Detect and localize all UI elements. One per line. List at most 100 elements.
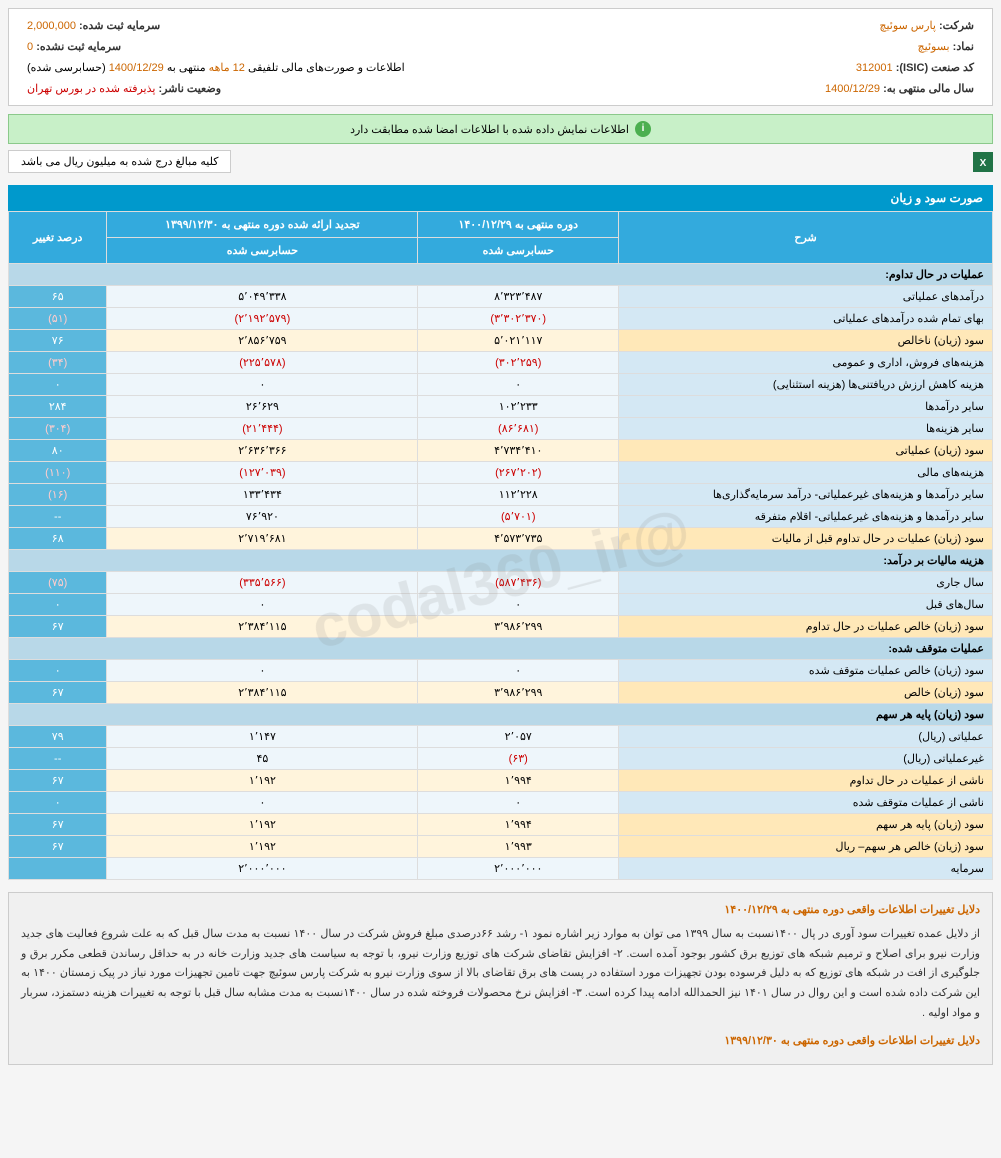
- row-pct-change: ۰: [9, 374, 107, 396]
- table-row: سود (زیان) خالص عملیات متوقف شده۰۰۰: [9, 660, 993, 682]
- table-row: سایر درآمدها۱۰۲٬۲۳۳۲۶٬۶۲۹۲۸۴: [9, 396, 993, 418]
- note-row: X کلیه مبالغ درج شده به میلیون ریال می ب…: [8, 150, 993, 173]
- row-pct-change: ۰: [9, 792, 107, 814]
- table-row: سال‌های قبل۰۰۰: [9, 594, 993, 616]
- table-row: هزینه‌های فروش، اداری و عمومی(۳۰۲٬۲۵۹)(۲…: [9, 352, 993, 374]
- row-value-current: ۵٬۰۲۱٬۱۱۷: [418, 330, 619, 352]
- row-value-current: ۱٬۹۹۴: [418, 814, 619, 836]
- row-value-prior: ۲٬۸۵۶٬۷۵۹: [107, 330, 418, 352]
- row-value-prior: ۰: [107, 594, 418, 616]
- table-row: سود (زیان) ناخالص۵٬۰۲۱٬۱۱۷۲٬۸۵۶٬۷۵۹۷۶: [9, 330, 993, 352]
- row-label: سود (زیان) عملیاتی: [619, 440, 993, 462]
- table-row: هزینه‌های مالی(۲۶۷٬۲۰۲)(۱۲۷٬۰۳۹)(۱۱۰): [9, 462, 993, 484]
- row-value-prior: ۲٬۳۸۴٬۱۱۵: [107, 616, 418, 638]
- table-row: ناشی از عملیات متوقف شده۰۰۰: [9, 792, 993, 814]
- status-bar: i اطلاعات نمایش داده شده با اطلاعات امضا…: [8, 114, 993, 144]
- row-label: سود (زیان) خالص هر سهم– ریال: [619, 836, 993, 858]
- row-value-prior: ۱٬۱۹۲: [107, 836, 418, 858]
- row-value-prior: (۲٬۱۹۲٬۵۷۹): [107, 308, 418, 330]
- isic-value: 312001: [856, 62, 893, 74]
- row-value-current: ۴٬۵۷۳٬۷۳۵: [418, 528, 619, 550]
- footer-box: دلایل تغییرات اطلاعات واقعی دوره منتهی ب…: [8, 892, 993, 1065]
- row-label: سال جاری: [619, 572, 993, 594]
- row-value-prior: (۳۳۵٬۵۶۶): [107, 572, 418, 594]
- row-pct-change: ۷۶: [9, 330, 107, 352]
- main-container: شرکت: پارس سوئیچ سرمایه ثبت شده: 2,000,0…: [8, 8, 993, 1065]
- report-type: اطلاعات و صورت‌های مالی تلفیقی: [248, 62, 405, 74]
- currency-note: کلیه مبالغ درج شده به میلیون ریال می باش…: [8, 150, 231, 173]
- row-pct-change: (۱۶): [9, 484, 107, 506]
- row-value-current: (۶۳): [418, 748, 619, 770]
- row-value-prior: ۴۵: [107, 748, 418, 770]
- row-label: سال‌های قبل: [619, 594, 993, 616]
- report-mid: منتهی به: [167, 62, 206, 74]
- row-value-prior: ۰: [107, 792, 418, 814]
- th-pct: درصد تغییر: [9, 212, 107, 264]
- row-value-prior: ۱٬۱۹۲: [107, 770, 418, 792]
- footer-text1: از دلایل عمده تغییرات سود آوری در پال ۱۴…: [21, 925, 980, 1024]
- status-label: وضعیت ناشر:: [159, 83, 222, 95]
- row-label: هزینه‌های مالی: [619, 462, 993, 484]
- table-row: سایر درآمدها و هزینه‌های غیرعملیاتی- اقل…: [9, 506, 993, 528]
- row-value-current: ۴٬۷۳۴٬۴۱۰: [418, 440, 619, 462]
- row-value-current: (۵٬۷۰۱): [418, 506, 619, 528]
- table-row: ناشی از عملیات در حال تداوم۱٬۹۹۴۱٬۱۹۲۶۷: [9, 770, 993, 792]
- row-label: سرمایه: [619, 858, 993, 880]
- row-label: سایر درآمدها و هزینه‌های غیرعملیاتی- اقل…: [619, 506, 993, 528]
- row-value-current: (۳۰۲٬۲۵۹): [418, 352, 619, 374]
- row-value-prior: (۱۲۷٬۰۳۹): [107, 462, 418, 484]
- row-pct-change: ۶۷: [9, 814, 107, 836]
- table-row: سود (زیان) خالص عملیات در حال تداوم۳٬۹۸۶…: [9, 616, 993, 638]
- row-value-prior: ۱۳۳٬۴۳۴: [107, 484, 418, 506]
- row-label: بهای تمام شده درآمدهای عملیاتی: [619, 308, 993, 330]
- row-value-current: ۱٬۹۹۳: [418, 836, 619, 858]
- footer-title2: دلایل تغییرات اطلاعات واقعی دوره منتهی ب…: [21, 1032, 980, 1052]
- row-label: سایر هزینه‌ها: [619, 418, 993, 440]
- excel-icon[interactable]: X: [973, 152, 993, 172]
- table-row: سود (زیان) خالص۳٬۹۸۶٬۲۹۹۲٬۳۸۴٬۱۱۵۶۷: [9, 682, 993, 704]
- capital-unreg-value: 0: [27, 41, 33, 53]
- row-label: درآمدهای عملیاتی: [619, 286, 993, 308]
- row-value-prior: ۱٬۱۴۷: [107, 726, 418, 748]
- row-value-prior: ۲٬۰۰۰٬۰۰۰: [107, 858, 418, 880]
- row-value-current: ۳٬۹۸۶٬۲۹۹: [418, 682, 619, 704]
- table-row: بهای تمام شده درآمدهای عملیاتی(۳٬۳۰۲٬۳۷۰…: [9, 308, 993, 330]
- row-value-prior: ۲٬۷۱۹٬۶۸۱: [107, 528, 418, 550]
- table-row: غیرعملیاتی (ریال)(۶۳)۴۵--: [9, 748, 993, 770]
- row-value-prior: ۲۶٬۶۲۹: [107, 396, 418, 418]
- row-label: هزینه‌های فروش، اداری و عمومی: [619, 352, 993, 374]
- row-value-current: (۵۸۷٬۴۳۶): [418, 572, 619, 594]
- row-label: سود (زیان) خالص عملیات متوقف شده: [619, 660, 993, 682]
- group-label: هزینه مالیات بر درآمد:: [9, 550, 993, 572]
- row-pct-change: ۲۸۴: [9, 396, 107, 418]
- row-pct-change: ۸۰: [9, 440, 107, 462]
- row-value-current: (۲۶۷٬۲۰۲): [418, 462, 619, 484]
- footer-title1: دلایل تغییرات اطلاعات واقعی دوره منتهی ب…: [21, 901, 980, 921]
- table-row: سایر هزینه‌ها(۸۶٬۶۸۱)(۲۱٬۴۴۴)(۳۰۴): [9, 418, 993, 440]
- row-value-current: ۰: [418, 792, 619, 814]
- row-pct-change: (۷۵): [9, 572, 107, 594]
- row-pct-change: (۱۱۰): [9, 462, 107, 484]
- symbol-value: بسوئیچ: [918, 41, 950, 53]
- th-period2: تجدید ارائه شده دوره منتهی به ۱۳۹۹/۱۲/۳۰: [107, 212, 418, 238]
- table-row: عملیاتی (ریال)۲٬۰۵۷۱٬۱۴۷۷۹: [9, 726, 993, 748]
- row-pct-change: [9, 858, 107, 880]
- status-bar-text: اطلاعات نمایش داده شده با اطلاعات امضا ش…: [350, 123, 629, 136]
- income-statement-table: شرح دوره منتهی به ۱۴۰۰/۱۲/۲۹ تجدید ارائه…: [8, 211, 993, 880]
- row-pct-change: (۳۰۴): [9, 418, 107, 440]
- th-audited2: حسابرسی شده: [107, 238, 418, 264]
- table-group-header: سود (زیان) پایه هر سهم: [9, 704, 993, 726]
- table-row: سرمایه۲٬۰۰۰٬۰۰۰۲٬۰۰۰٬۰۰۰: [9, 858, 993, 880]
- row-pct-change: --: [9, 748, 107, 770]
- info-icon: i: [635, 121, 651, 137]
- row-value-current: (۸۶٬۶۸۱): [418, 418, 619, 440]
- row-label: غیرعملیاتی (ریال): [619, 748, 993, 770]
- fiscal-label: سال مالی منتهی به:: [883, 83, 974, 95]
- th-audited1: حسابرسی شده: [418, 238, 619, 264]
- table-row: سود (زیان) عملیاتی۴٬۷۳۴٬۴۱۰۲٬۶۳۶٬۳۶۶۸۰: [9, 440, 993, 462]
- row-label: هزینه کاهش ارزش دریافتنی‌ها (هزینه استثن…: [619, 374, 993, 396]
- row-label: سایر درآمدها: [619, 396, 993, 418]
- section-title: صورت سود و زیان: [8, 185, 993, 211]
- svg-text:X: X: [980, 158, 987, 169]
- group-label: عملیات در حال تداوم:: [9, 264, 993, 286]
